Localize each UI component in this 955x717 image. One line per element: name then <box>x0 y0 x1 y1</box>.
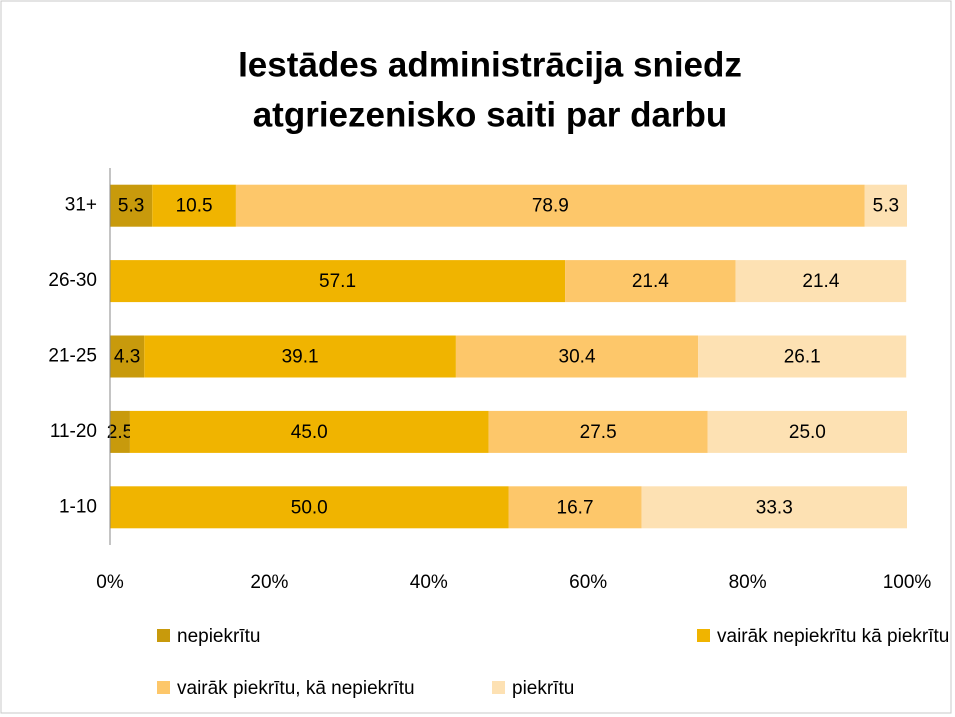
x-tick-label: 60% <box>569 572 607 593</box>
legend-label: vairāk piekrītu, kā nepiekrītu <box>177 678 415 699</box>
bar-segment <box>110 410 130 453</box>
data-label: 2.5 <box>107 422 133 443</box>
data-label: 10.5 <box>176 196 213 217</box>
legend-swatch <box>492 681 505 694</box>
x-tick-label: 80% <box>729 572 767 593</box>
data-label: 26.1 <box>784 347 821 368</box>
y-tick-label: 26-30 <box>48 270 97 291</box>
bar-segment <box>735 260 907 303</box>
data-label: 27.5 <box>580 422 617 443</box>
x-tick-label: 40% <box>410 572 448 593</box>
data-label: 21.4 <box>802 271 839 292</box>
y-tick-label: 21-25 <box>48 346 97 367</box>
bar-segment <box>129 410 489 453</box>
data-label: 25.0 <box>789 422 826 443</box>
data-label: 33.3 <box>756 497 793 518</box>
data-label: 21.4 <box>632 271 669 292</box>
x-tick-label: 0% <box>96 572 124 593</box>
data-label: 39.1 <box>282 347 319 368</box>
bar-segment <box>488 410 708 453</box>
bar-segment <box>110 184 153 227</box>
data-label: 45.0 <box>291 422 328 443</box>
y-tick-label: 1-10 <box>59 496 97 517</box>
bar-segment <box>508 486 642 529</box>
legend-swatch <box>697 629 710 642</box>
legend-label: piekrītu <box>512 678 574 699</box>
data-label: 4.3 <box>114 347 140 368</box>
bar-segment <box>110 260 566 303</box>
x-tick-label: 100% <box>883 572 932 593</box>
data-label: 5.3 <box>118 196 144 217</box>
y-tick-label: 31+ <box>65 195 97 216</box>
bar-segment <box>110 486 509 529</box>
bar-segment <box>110 335 145 378</box>
legend-label: vairāk nepiekrītu kā piekrītu <box>717 626 949 647</box>
chart-title: atgriezenisko saiti par darbu <box>253 95 728 134</box>
bar-segment <box>698 335 907 378</box>
legend-label: nepiekrītu <box>177 626 260 647</box>
bar-segment <box>565 260 736 303</box>
data-label: 30.4 <box>559 347 596 368</box>
bar-segment <box>152 184 236 227</box>
data-label: 78.9 <box>532 196 569 217</box>
data-label: 16.7 <box>557 497 594 518</box>
data-label: 57.1 <box>319 271 356 292</box>
data-label: 50.0 <box>291 497 328 518</box>
data-label: 5.3 <box>873 196 899 217</box>
bar-segment <box>235 184 865 227</box>
chart-title: Iestādes administrācija sniedz <box>238 45 742 84</box>
bar-segment <box>641 486 907 529</box>
legend-swatch <box>157 629 170 642</box>
legend-swatch <box>157 681 170 694</box>
bar-segment <box>455 335 699 378</box>
bar-segment <box>707 410 907 453</box>
bar-segment <box>864 184 907 227</box>
x-tick-label: 20% <box>250 572 288 593</box>
y-tick-label: 11-20 <box>50 421 97 442</box>
bar-segment <box>144 335 456 378</box>
